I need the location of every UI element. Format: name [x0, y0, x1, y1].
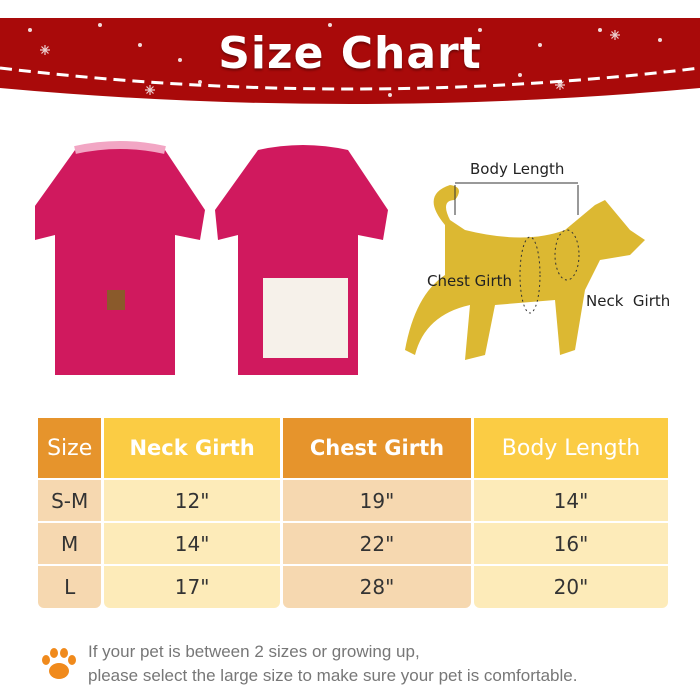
title-banner	[0, 18, 700, 104]
cell: 12"	[104, 478, 280, 521]
header-body-length: Body Length	[474, 418, 668, 478]
sweater-images	[35, 141, 388, 375]
paw-icon	[42, 648, 76, 679]
sweater-front-image	[35, 141, 205, 375]
page-title: Size Chart	[218, 28, 482, 79]
snowflake-icons	[40, 30, 620, 95]
cell: M	[38, 521, 102, 564]
header-neck-girth: Neck Girth	[104, 418, 280, 478]
cell: 14"	[474, 478, 668, 521]
cell: 17"	[104, 564, 280, 608]
neck-girth-label: Neck Girth	[586, 292, 671, 310]
cell: 19"	[282, 478, 471, 521]
size-table: Size Neck Girth Chest Girth Body Length …	[35, 418, 671, 608]
table-header: Size Neck Girth Chest Girth Body Length	[38, 418, 668, 478]
body-length-label: Body Length	[470, 160, 565, 178]
sweater-back-image	[215, 145, 388, 375]
cell: L	[38, 564, 102, 608]
table-row: L 17" 28" 20"	[38, 564, 668, 608]
footer-line-1: If your pet is between 2 sizes or growin…	[88, 642, 420, 661]
dog-diagram	[405, 182, 645, 360]
cell: 22"	[282, 521, 471, 564]
cell: 20"	[474, 564, 668, 608]
chest-girth-label: Chest Girth	[427, 272, 513, 290]
cell: S-M	[38, 478, 102, 521]
cell: 16"	[474, 521, 668, 564]
cell: 28"	[282, 564, 471, 608]
table-row: S-M 12" 19" 14"	[38, 478, 668, 521]
cell: 14"	[104, 521, 280, 564]
header-size: Size	[38, 418, 102, 478]
header-chest-girth: Chest Girth	[282, 418, 471, 478]
table-row: M 14" 22" 16"	[38, 521, 668, 564]
footer-line-2: please select the large size to make sur…	[88, 666, 578, 685]
